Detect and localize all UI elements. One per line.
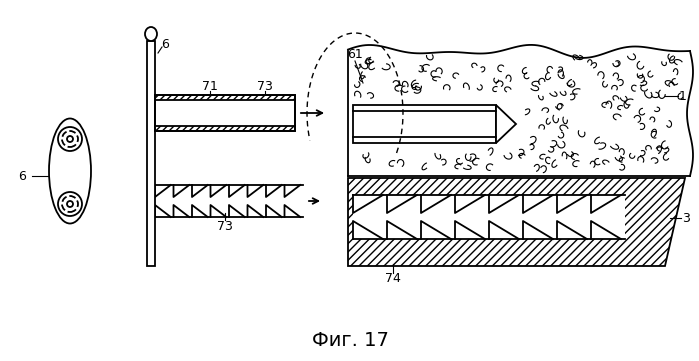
Bar	[353, 195, 625, 239]
Ellipse shape	[49, 118, 91, 223]
Text: 6: 6	[18, 170, 26, 183]
Text: 6: 6	[161, 38, 169, 51]
Text: 73: 73	[257, 79, 273, 92]
Bar	[155, 95, 295, 131]
Text: 1: 1	[679, 90, 687, 103]
Text: Фиг. 17: Фиг. 17	[312, 331, 389, 351]
Bar	[155, 126, 295, 131]
Bar	[155, 95, 295, 131]
Text: 73: 73	[217, 219, 233, 232]
Polygon shape	[496, 105, 516, 143]
Text: 74: 74	[385, 273, 401, 286]
Bar	[155, 95, 295, 100]
Ellipse shape	[145, 27, 157, 41]
Bar	[353, 105, 496, 143]
Text: 71: 71	[202, 79, 218, 92]
Bar	[147, 41, 155, 266]
Text: 3: 3	[682, 212, 690, 225]
Text: 61: 61	[347, 48, 363, 61]
